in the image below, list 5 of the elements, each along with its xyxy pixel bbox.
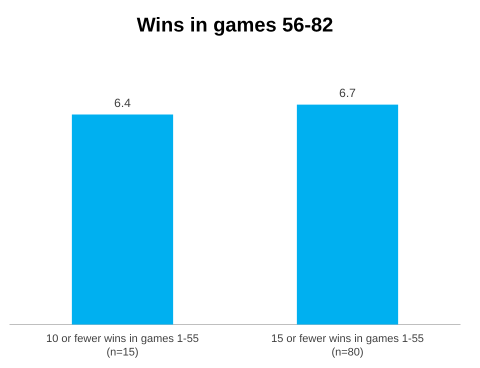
x-tick-label: 10 or fewer wins in games 1-55 (n=15) [46, 333, 199, 358]
data-label: 6.7 [339, 86, 356, 100]
x-tick-label: 15 or fewer wins in games 1-55 (n=80) [271, 333, 424, 358]
chart-title: Wins in games 56-82 [136, 14, 334, 37]
data-label: 6.4 [114, 96, 132, 110]
